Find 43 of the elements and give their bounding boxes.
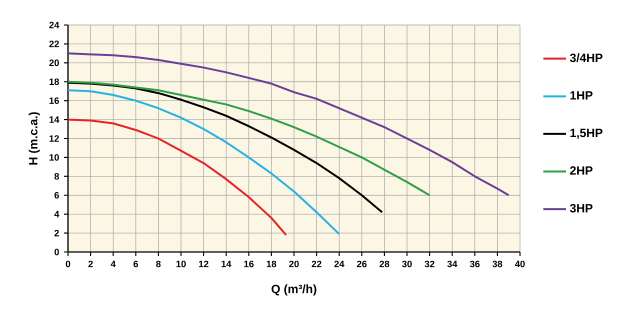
x-tick-label: 8 [156,260,161,268]
y-tick-label: 8 [54,173,60,180]
y-tick-label: 12 [50,135,59,142]
x-tick-label: 0 [66,260,70,268]
x-axis-title: Q (m³/h) [272,284,316,296]
x-tick-label: 24 [334,260,344,268]
x-tick-label: 2 [88,260,93,268]
y-tick-label: 0 [54,248,59,256]
x-tick-label: 40 [514,260,525,268]
x-tick-label: 26 [356,260,367,268]
y-tick-label: 22 [49,40,59,48]
x-tick-label: 20 [289,260,299,268]
x-tick-label: 28 [380,260,390,268]
x-tick-label: 14 [222,260,232,268]
line-series [68,89,340,236]
line-series [68,118,288,236]
legend-label: 1HP [570,91,593,100]
x-tick-label: 10 [176,260,186,268]
legend-label: 3/4HP [570,53,602,62]
y-tick-label: 24 [49,22,60,28]
legend-label: 3HP [570,204,593,212]
x-tick-label: 22 [312,260,322,268]
x-tick-label: 4 [110,260,116,268]
x-tick-label: 34 [447,260,458,268]
legend-label: 1,5HP [570,128,602,139]
legend-label: 2HP [570,166,593,175]
x-tick-label: 18 [266,260,276,268]
x-tick-label: 32 [424,260,434,268]
x-tick-label: 16 [244,260,254,268]
y-tick-label: 2 [54,230,59,236]
y-tick-label: 16 [50,97,59,104]
y-tick-label: 4 [54,210,60,218]
y-tick-label: 18 [50,78,60,86]
x-tick-label: 38 [492,260,502,268]
x-tick-label: 30 [402,260,412,268]
x-tick-label: 6 [134,260,138,268]
y-tick-label: 14 [50,116,60,123]
y-tick-label: 6 [54,192,59,199]
x-tick-label: 36 [470,260,480,268]
y-tick-label: 10 [50,154,59,161]
y-tick-label: 20 [49,60,59,66]
y-axis-title: H (m.c.a.) [28,112,40,165]
x-tick-label: 12 [199,260,208,268]
